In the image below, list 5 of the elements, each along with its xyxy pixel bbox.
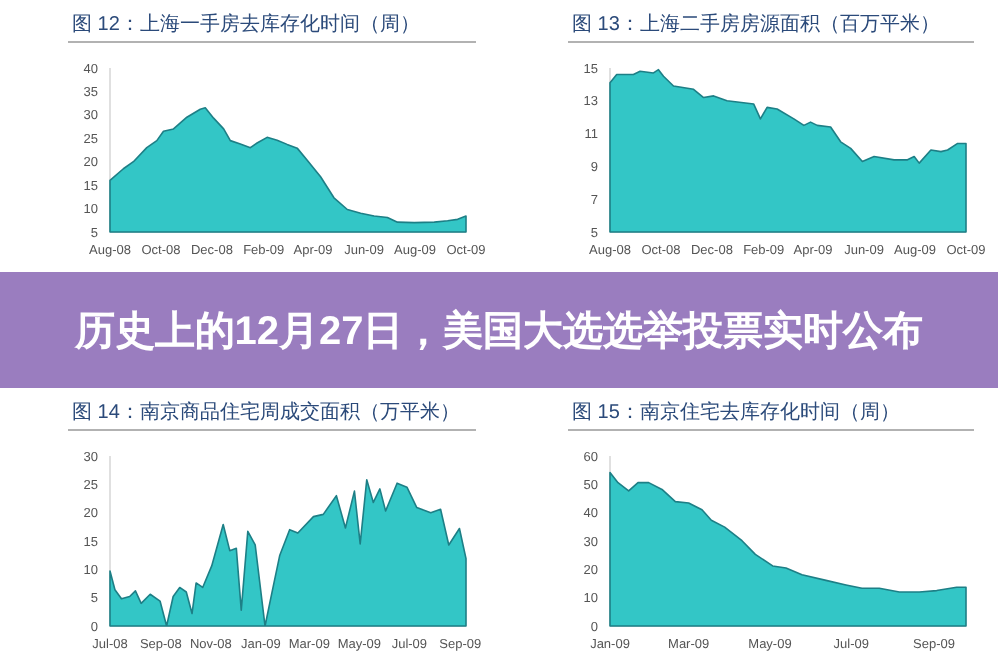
chart-title: 图 15：南京住宅去库存化时间（周） <box>572 400 900 424</box>
chart-title: 图 13：上海二手房房源面积（百万平米） <box>572 12 940 36</box>
chart-title: 图 14：南京商品住宅周成交面积（万平米） <box>72 400 460 424</box>
text: 历史上的12月27日，美国大选选举投票实时公布 <box>72 308 924 354</box>
chart-title: 图 12：上海一手房去库存化时间（周） <box>72 12 420 36</box>
